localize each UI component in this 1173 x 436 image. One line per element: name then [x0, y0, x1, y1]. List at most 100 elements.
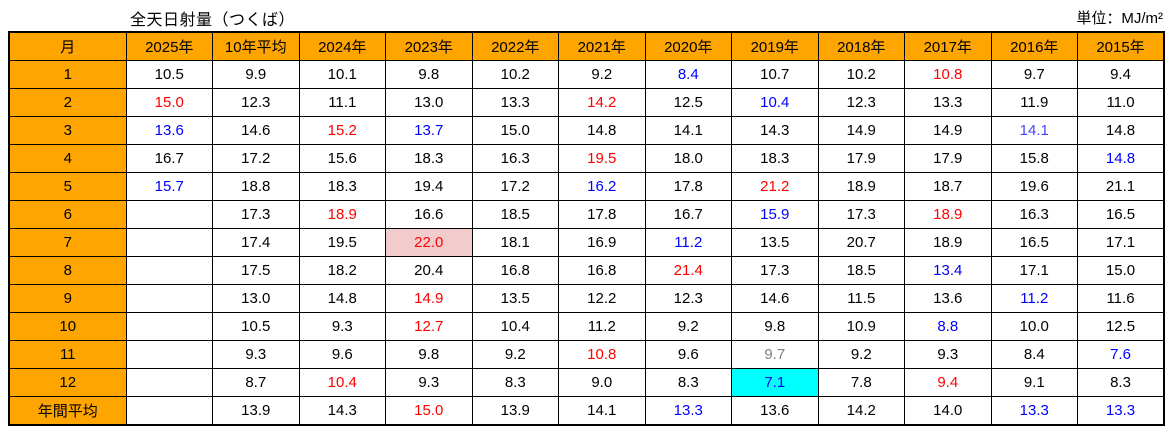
cell-1-2016年: 9.7 [990, 60, 1078, 89]
cell-6-2020年: 16.7 [644, 200, 732, 229]
cell-12-10年平均: 8.7 [212, 368, 300, 397]
table-row-9: 9 13.0 14.8 14.9 13.5 12.2 12.3 14.6 11.5 13.6 11.… [8, 284, 1165, 313]
cell-10-2015年: 12.5 [1077, 312, 1165, 341]
cell-11-2021年: 10.8 [558, 340, 646, 369]
column-header-2022年: 2022年 [471, 31, 559, 61]
cell-10-2020年: 9.2 [644, 312, 732, 341]
cell-6-2016年: 16.3 [990, 200, 1078, 229]
cell-5-2022年: 17.2 [471, 172, 559, 201]
cell-1-2020年: 8.4 [644, 60, 732, 89]
cell-6-2021年: 17.8 [558, 200, 646, 229]
cell-6-2024年: 18.9 [298, 200, 386, 229]
cell-10-2017年: 8.8 [904, 312, 992, 341]
cell-4-2020年: 18.0 [644, 144, 732, 173]
cell-2-10年平均: 12.3 [212, 88, 300, 117]
cell-8-2024年: 18.2 [298, 256, 386, 285]
column-header-2018年: 2018年 [817, 31, 905, 61]
row-header-9: 9 [8, 284, 127, 313]
header-row: 月 2025年 10年平均 2024年 2023年 2022年 2021年 2020年 2019… [8, 31, 1165, 61]
cell-6-2023年: 16.6 [385, 200, 473, 229]
cell-年間平均-2025年 [125, 396, 213, 426]
row-header-8: 8 [8, 256, 127, 285]
cell-年間平均-2024年: 14.3 [298, 396, 386, 426]
cell-10-2023年: 12.7 [385, 312, 473, 341]
cell-6-2015年: 16.5 [1077, 200, 1165, 229]
cell-4-2017年: 17.9 [904, 144, 992, 173]
cell-12-2019年: 7.1 [731, 368, 819, 397]
cell-2-2020年: 12.5 [644, 88, 732, 117]
cell-8-2020年: 21.4 [644, 256, 732, 285]
cell-7-2017年: 18.9 [904, 228, 992, 257]
cell-12-2015年: 8.3 [1077, 368, 1165, 397]
cell-4-2021年: 19.5 [558, 144, 646, 173]
cell-4-2022年: 16.3 [471, 144, 559, 173]
cell-12-2023年: 9.3 [385, 368, 473, 397]
row-header-11: 11 [8, 340, 127, 369]
cell-11-2020年: 9.6 [644, 340, 732, 369]
cell-6-2025年 [125, 200, 213, 229]
cell-年間平均-10年平均: 13.9 [212, 396, 300, 426]
cell-1-2019年: 10.7 [731, 60, 819, 89]
cell-11-2022年: 9.2 [471, 340, 559, 369]
row-header-1: 1 [8, 60, 127, 89]
column-header-2019年: 2019年 [731, 31, 819, 61]
cell-年間平均-2017年: 14.0 [904, 396, 992, 426]
cell-7-2019年: 13.5 [731, 228, 819, 257]
cell-10-2018年: 10.9 [817, 312, 905, 341]
cell-8-2019年: 17.3 [731, 256, 819, 285]
cell-5-2019年: 21.2 [731, 172, 819, 201]
cell-6-2018年: 17.3 [817, 200, 905, 229]
row-header-7: 7 [8, 228, 127, 257]
cell-年間平均-2022年: 13.9 [471, 396, 559, 426]
cell-4-2024年: 15.6 [298, 144, 386, 173]
column-header-2016年: 2016年 [990, 31, 1078, 61]
cell-12-2020年: 8.3 [644, 368, 732, 397]
cell-5-2023年: 19.4 [385, 172, 473, 201]
cell-年間平均-2018年: 14.2 [817, 396, 905, 426]
cell-12-2022年: 8.3 [471, 368, 559, 397]
cell-11-2023年: 9.8 [385, 340, 473, 369]
cell-3-2018年: 14.9 [817, 116, 905, 145]
cell-11-2018年: 9.2 [817, 340, 905, 369]
column-header-2021年: 2021年 [558, 31, 646, 61]
row-header-3: 3 [8, 116, 127, 145]
corner-header-month: 月 [8, 31, 127, 61]
cell-8-2016年: 17.1 [990, 256, 1078, 285]
cell-8-2022年: 16.8 [471, 256, 559, 285]
unit-label: 単位：MJ/m² [1076, 10, 1163, 27]
cell-6-2022年: 18.5 [471, 200, 559, 229]
cell-年間平均-2020年: 13.3 [644, 396, 732, 426]
cell-2-2022年: 13.3 [471, 88, 559, 117]
cell-12-2021年: 9.0 [558, 368, 646, 397]
cell-8-2015年: 15.0 [1077, 256, 1165, 285]
row-header-年間平均: 年間平均 [8, 396, 127, 426]
cell-4-2015年: 14.8 [1077, 144, 1165, 173]
cell-9-2016年: 11.2 [990, 284, 1078, 313]
cell-1-2024年: 10.1 [298, 60, 386, 89]
column-header-2025年: 2025年 [125, 31, 213, 61]
cell-4-2016年: 15.8 [990, 144, 1078, 173]
cell-5-10年平均: 18.8 [212, 172, 300, 201]
cell-9-2024年: 14.8 [298, 284, 386, 313]
table-row-10: 10 10.5 9.3 12.7 10.4 11.2 9.2 9.8 10.9 8.8 10.0 12… [8, 312, 1165, 341]
cell-12-2018年: 7.8 [817, 368, 905, 397]
cell-7-2018年: 20.7 [817, 228, 905, 257]
cell-7-2025年 [125, 228, 213, 257]
cell-1-2021年: 9.2 [558, 60, 646, 89]
cell-年間平均-2015年: 13.3 [1077, 396, 1165, 426]
row-header-12: 12 [8, 368, 127, 397]
table-row-6: 6 17.3 18.9 16.6 18.5 17.8 16.7 15.9 17.3 18.9 16.… [8, 200, 1165, 229]
cell-9-2020年: 12.3 [644, 284, 732, 313]
cell-11-2016年: 8.4 [990, 340, 1078, 369]
row-header-6: 6 [8, 200, 127, 229]
column-header-2023年: 2023年 [385, 31, 473, 61]
cell-4-2023年: 18.3 [385, 144, 473, 173]
radiation-data-table: 月 2025年 10年平均 2024年 2023年 2022年 2021年 2020年 2019… [8, 31, 1165, 426]
cell-3-2021年: 14.8 [558, 116, 646, 145]
cell-5-2015年: 21.1 [1077, 172, 1165, 201]
table-row-1: 1 10.5 9.9 10.1 9.8 10.2 9.2 8.4 10.7 10.2 10.8 9.7… [8, 60, 1165, 89]
cell-5-2020年: 17.8 [644, 172, 732, 201]
cell-1-2015年: 9.4 [1077, 60, 1165, 89]
cell-2-2017年: 13.3 [904, 88, 992, 117]
